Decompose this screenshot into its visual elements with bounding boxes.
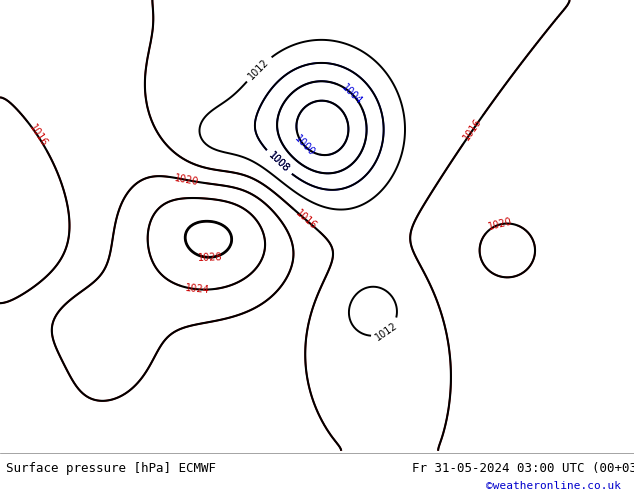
Text: 1028: 1028 — [197, 252, 223, 263]
Text: 1000: 1000 — [293, 134, 317, 158]
Text: 1024: 1024 — [184, 283, 210, 295]
Text: 1016: 1016 — [27, 123, 49, 149]
Text: 1016: 1016 — [462, 117, 484, 143]
Text: Fr 31-05-2024 03:00 UTC (00+03): Fr 31-05-2024 03:00 UTC (00+03) — [412, 462, 634, 475]
Text: 1020: 1020 — [488, 217, 514, 232]
Text: 1004: 1004 — [340, 82, 364, 106]
Text: 1016: 1016 — [294, 208, 319, 232]
Text: 1012: 1012 — [373, 320, 399, 343]
Text: 1012: 1012 — [247, 56, 271, 81]
Text: 1020: 1020 — [174, 173, 200, 187]
Text: ©weatheronline.co.uk: ©weatheronline.co.uk — [486, 481, 621, 490]
Text: 1008: 1008 — [266, 150, 291, 174]
Text: 1008: 1008 — [266, 150, 291, 174]
Text: Surface pressure [hPa] ECMWF: Surface pressure [hPa] ECMWF — [6, 462, 216, 475]
